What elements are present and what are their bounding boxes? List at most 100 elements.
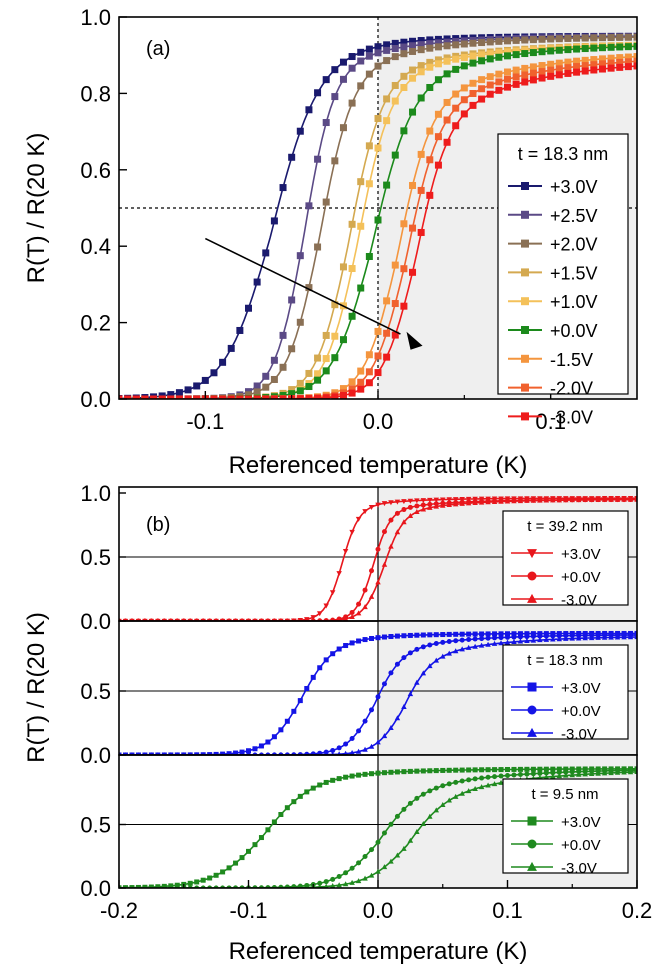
series-a-8-point [590, 66, 598, 74]
series-a-2-point [400, 50, 408, 58]
series-b-2-1-point [420, 791, 426, 797]
series-a-7-point [495, 78, 503, 86]
series-a-5-point [443, 70, 451, 78]
series-a-3-point [365, 142, 373, 150]
series-a-1-point [417, 41, 425, 49]
legend-a-marker [521, 326, 529, 334]
series-a-7-point [573, 63, 581, 71]
series-a-3-point [391, 81, 399, 89]
series-a-6-point [504, 68, 511, 76]
series-a-4-point [443, 57, 451, 65]
series-b-1-1-point [543, 633, 549, 639]
series-b-2-1-point [492, 774, 498, 780]
legend-b-label: +3.0V [561, 546, 601, 563]
series-b-0-2-point [601, 496, 608, 502]
series-a-0-point [193, 382, 201, 390]
series-a-8-point [158, 395, 166, 399]
series-a-4-point [314, 370, 322, 378]
series-a-8-point [279, 395, 287, 399]
series-b-0-2-point [511, 498, 517, 504]
series-a-2-point [547, 35, 555, 43]
series-b-2-0-point [550, 766, 556, 772]
series-a-7-point [521, 71, 529, 79]
series-a-2-point [590, 34, 598, 42]
series-a-0-point [365, 45, 373, 53]
series-a-7-point [469, 89, 477, 97]
series-b-1-0-point [356, 638, 362, 644]
series-a-7-point [590, 61, 598, 69]
series-b-0-1-point [420, 502, 426, 508]
series-b-1-2-point [343, 750, 348, 755]
series-a-0-point [357, 48, 365, 56]
series-b-1-2-point [375, 739, 381, 745]
series-b-1-2-point [621, 634, 627, 640]
y-tick-label-a: 1.0 [80, 5, 111, 30]
y-tick-label-a: 0.8 [80, 81, 111, 106]
series-b-0-2-point [563, 497, 569, 503]
series-a-3-point [374, 114, 382, 122]
legend-a-title: t = 18.3 nm [518, 144, 609, 164]
series-a-1-point [434, 39, 442, 47]
series-b-1-0-point [336, 646, 342, 652]
legend-b-2: t = 9.5 nm +3.0V +0.0V -3.0V [502, 778, 629, 877]
series-a-5-point [521, 50, 529, 58]
series-b-2-2-point [478, 784, 485, 790]
series-a-2-point [305, 284, 313, 292]
series-b-0-2-point [550, 497, 556, 503]
legend-a-label: -2.0V [550, 379, 593, 399]
series-b-1-2-point [330, 751, 335, 755]
series-b-1-1-point [550, 633, 556, 639]
y-tick-label-b: 0.5 [80, 545, 111, 570]
series-a-7-point [512, 73, 520, 81]
series-b-1-0-point [271, 734, 277, 740]
series-a-4-point [452, 55, 460, 63]
legend-b-marker [527, 816, 537, 826]
series-b-1-1-point [369, 707, 375, 713]
series-a-7-point [478, 85, 486, 93]
series-a-8-point [365, 379, 373, 387]
series-b-2-1-point [446, 781, 452, 787]
series-b-2-1-point [479, 775, 485, 781]
series-b-2-0-point [505, 766, 510, 772]
series-a-7-point [460, 96, 468, 104]
y-tick-label-b: 0.5 [80, 679, 111, 704]
series-a-5-point [357, 284, 365, 292]
series-b-1-0-point [388, 634, 394, 640]
series-b-0-2-point [485, 499, 491, 505]
series-b-2-1-point [556, 769, 562, 775]
series-a-2-point [270, 375, 278, 383]
series-b-0-2-point [446, 501, 452, 507]
series-a-8-point [564, 69, 572, 77]
series-a-6-point [426, 127, 434, 135]
series-b-2-1-point [433, 785, 439, 791]
series-b-1-0-point [472, 631, 478, 637]
series-a-2-point [383, 57, 391, 65]
series-a-4-point [409, 74, 417, 82]
legend-a: t = 18.3 nm +3.0V +2.5V +2.0V +1.5V +1.0V +0.0… [497, 133, 629, 427]
series-b-1-2-point [459, 646, 465, 652]
series-b-1-0-point [343, 643, 349, 649]
series-a-4-point [486, 50, 494, 58]
series-b-1-0-point [517, 631, 523, 637]
series-b-1-0-point [349, 640, 355, 646]
series-b-1-0-point [537, 631, 543, 637]
series-a-8-point [486, 90, 494, 98]
series-a-1-point [314, 155, 322, 163]
series-b-2-2-point [627, 769, 634, 775]
series-b-2-0-point [511, 766, 517, 772]
series-b-2-1-point [427, 788, 433, 794]
series-b-1-1-point [479, 636, 485, 642]
series-b-2-0-point [323, 779, 329, 785]
series-b-2-2-point [427, 813, 433, 819]
series-a-5-point [322, 367, 330, 375]
series-b-2-2-point [298, 884, 303, 888]
series-b-1-0-point [446, 631, 452, 637]
series-a-8-point [124, 395, 132, 399]
panel-label-b: (b) [146, 514, 170, 536]
y-tick-label-b: 0.0 [80, 609, 111, 634]
series-b-2-0-point [239, 855, 245, 861]
series-b-1-2-point [608, 634, 614, 640]
series-b-1-1-point [563, 633, 569, 639]
series-b-2-1-point [349, 865, 355, 871]
series-a-7-point [547, 66, 555, 74]
